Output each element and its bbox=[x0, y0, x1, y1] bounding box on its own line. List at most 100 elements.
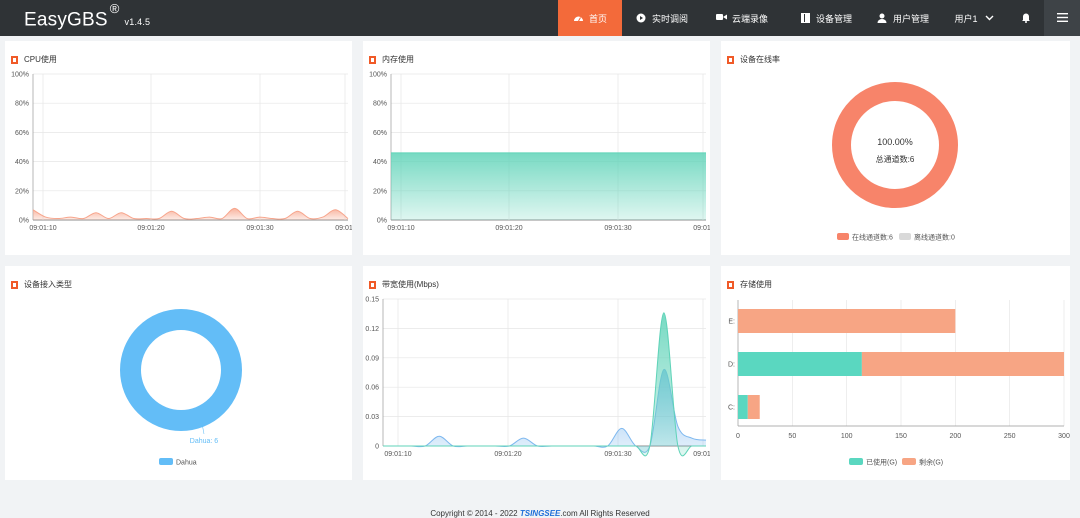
device-icon bbox=[800, 12, 811, 24]
access-card-header: 设备接入类型 bbox=[11, 279, 72, 290]
bandwidth-card-header: 带宽使用(Mbps) bbox=[369, 279, 439, 290]
legend-label-1: 离线通道数:0 bbox=[914, 233, 955, 242]
footer-prefix: Copyright © 2014 - 2022 bbox=[430, 509, 520, 518]
legend-swatch-1 bbox=[902, 458, 916, 465]
card-flag-icon bbox=[11, 280, 18, 289]
user-dropdown[interactable]: 用户1 bbox=[944, 0, 1004, 36]
x-tick-label: 09:01: bbox=[335, 225, 352, 232]
bandwidth-usage-chart: 0.15 0.12 0.09 0.06 0.03 0 09:01:10 09:01:20 09:… bbox=[365, 297, 710, 459]
storage-card-header: 存储使用 bbox=[727, 279, 772, 290]
y-tick-label: 100% bbox=[369, 72, 387, 79]
bar-1 bbox=[738, 309, 956, 333]
online-rate-donut-chart: 100.00% 总通道数:6 在线通道数:6 离线通道数:0 bbox=[832, 82, 958, 242]
bandwidth-card-title: 带宽使用(Mbps) bbox=[382, 280, 439, 289]
x-tick-label: 09:01:30 bbox=[604, 451, 631, 458]
menu-toggle-button[interactable] bbox=[1044, 0, 1080, 36]
category-label: D: bbox=[728, 362, 735, 369]
online-total-text: 总通道数:6 bbox=[876, 154, 915, 164]
x-tick-label: 50 bbox=[788, 433, 796, 440]
cpu-usage-card: CPU使用 100% 80% 60% 40% 20% 0% 09:01:10 09:01:20… bbox=[5, 41, 352, 255]
play-circle-icon bbox=[636, 13, 647, 24]
registered-mark: ® bbox=[109, 1, 120, 16]
y-tick-label: 80% bbox=[15, 101, 29, 108]
y-tick-label: 20% bbox=[15, 188, 29, 195]
memory-card-header: 内存使用 bbox=[369, 54, 414, 65]
device-access-type-card: 设备接入类型 Dahua: 6 Dahua bbox=[5, 266, 352, 480]
category-label: E: bbox=[728, 319, 735, 326]
notification-button[interactable] bbox=[1010, 0, 1042, 36]
nav-live-view-label: 实时调阅 bbox=[651, 13, 688, 24]
y-tick-label: 0 bbox=[375, 444, 379, 451]
donut-slice-0 bbox=[120, 309, 242, 431]
nav-home[interactable]: 首页 bbox=[558, 0, 622, 36]
brand-logo[interactable]: EasyGBS® v1.4.5 bbox=[24, 1, 150, 31]
storage-usage-chart: 0 50 100 150 200 250 300 E: D: C: 已使用(G) 剩余(G) bbox=[728, 300, 1070, 467]
footer-company: TSINGSEE bbox=[519, 509, 561, 518]
category-label: C: bbox=[728, 405, 735, 412]
user-name: 用户1 bbox=[954, 13, 978, 24]
legend-label-0: 在线通道数:6 bbox=[852, 233, 893, 242]
memory-usage-card: 内存使用 100% 80% 60% 40% 20% 0% 09:01:10 09:01:20 0… bbox=[363, 41, 710, 255]
top-navbar: EasyGBS® v1.4.5 首页 实时调阅 云端录像 设备管理 用户管理 用户… bbox=[0, 0, 1080, 36]
bar-0 bbox=[738, 352, 862, 376]
legend-swatch-0 bbox=[159, 458, 173, 465]
y-tick-label: 0.15 bbox=[365, 297, 379, 304]
access-type-donut-chart: Dahua: 6 Dahua bbox=[120, 309, 242, 467]
bell-icon bbox=[1021, 12, 1031, 25]
nav-live-view[interactable]: 实时调阅 bbox=[624, 0, 700, 36]
y-tick-label: 80% bbox=[373, 101, 387, 108]
brand-name: EasyGBS bbox=[24, 9, 108, 31]
video-camera-icon bbox=[715, 13, 727, 24]
card-flag-icon bbox=[369, 55, 376, 64]
x-tick-label: 250 bbox=[1004, 433, 1016, 440]
online-percent-text: 100.00% bbox=[877, 137, 913, 147]
nav-cloud-recording-label: 云端录像 bbox=[731, 13, 768, 24]
legend-swatch-1 bbox=[899, 233, 911, 240]
y-tick-label: 0.03 bbox=[365, 414, 379, 421]
y-tick-label: 0% bbox=[19, 218, 29, 225]
access-card-title: 设备接入类型 bbox=[24, 280, 72, 289]
card-flag-icon bbox=[369, 280, 376, 289]
nav-device-management[interactable]: 设备管理 bbox=[784, 0, 868, 36]
x-tick-label: 300 bbox=[1058, 433, 1070, 440]
nav-user-management[interactable]: 用户管理 bbox=[866, 0, 940, 36]
storage-card-title: 存储使用 bbox=[740, 280, 772, 289]
y-tick-label: 60% bbox=[373, 130, 387, 137]
x-tick-label: 09:01:10 bbox=[387, 225, 414, 232]
series-area-1 bbox=[383, 312, 706, 456]
y-tick-label: 20% bbox=[373, 188, 387, 195]
nav-user-management-label: 用户管理 bbox=[892, 13, 929, 24]
cpu-card-header: CPU使用 bbox=[11, 54, 57, 65]
x-tick-label: 09:01:10 bbox=[29, 225, 56, 232]
online-card-title: 设备在线率 bbox=[740, 55, 780, 64]
x-tick-label: 100 bbox=[841, 433, 853, 440]
memory-card-title: 内存使用 bbox=[382, 55, 414, 64]
footer-suffix: .com All Rights Reserved bbox=[560, 509, 650, 518]
x-tick-label: 150 bbox=[895, 433, 907, 440]
nav-cloud-recording[interactable]: 云端录像 bbox=[704, 0, 780, 36]
legend-swatch-0 bbox=[849, 458, 863, 465]
y-tick-label: 40% bbox=[15, 159, 29, 166]
chevron-down-icon bbox=[985, 13, 994, 23]
nav-device-management-label: 设备管理 bbox=[815, 13, 852, 24]
card-flag-icon bbox=[727, 280, 734, 289]
nav-home-label: 首页 bbox=[588, 13, 607, 24]
memory-usage-chart: 100% 80% 60% 40% 20% 0%09:01:10 09:01:20 09:01:… bbox=[369, 72, 710, 233]
x-tick-label: 09:01:30 bbox=[604, 225, 631, 232]
cpu-usage-chart: 100% 80% 60% 40% 20% 0%09:01:10 09:01:20 09:01:… bbox=[11, 72, 352, 233]
x-tick-label: 09:01:10 bbox=[384, 451, 411, 458]
bandwidth-usage-card: 带宽使用(Mbps) 0.15 0.12 0.09 0.06 0.03 0 09:01:10… bbox=[363, 266, 710, 480]
cpu-card-title: CPU使用 bbox=[24, 55, 57, 64]
x-tick-label: 09:01:20 bbox=[494, 451, 521, 458]
card-flag-icon bbox=[11, 55, 18, 64]
user-icon bbox=[877, 13, 888, 24]
series-line-1 bbox=[383, 312, 706, 457]
bar-0 bbox=[738, 395, 748, 419]
y-tick-label: 40% bbox=[373, 159, 387, 166]
storage-usage-card: 存储使用 0 50 100 150 200 250 300 E: D: C: 已使用(G) 剩余(G) bbox=[721, 266, 1070, 480]
y-tick-label: 0% bbox=[377, 218, 387, 225]
device-online-rate-card: 设备在线率 100.00% 总通道数:6 在线通道数:6 离线通道数:0 bbox=[721, 41, 1070, 255]
series-line-0 bbox=[32, 207, 349, 220]
hamburger-icon bbox=[1056, 12, 1068, 24]
dashboard-icon bbox=[573, 13, 584, 24]
